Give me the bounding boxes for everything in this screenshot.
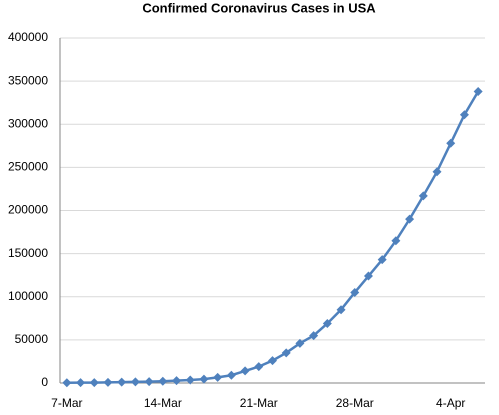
marker <box>432 167 442 177</box>
x-tick-label: 4-Apr <box>436 396 465 410</box>
marker <box>185 375 195 385</box>
marker <box>405 214 415 224</box>
marker <box>144 377 154 387</box>
marker <box>130 377 140 387</box>
chart-title: Confirmed Coronavirus Cases in USA <box>142 0 376 15</box>
y-tick-label: 100000 <box>8 289 48 303</box>
marker <box>89 378 99 388</box>
marker <box>172 376 182 386</box>
marker <box>226 370 236 380</box>
marker <box>199 374 209 384</box>
y-tick-label: 0 <box>41 375 48 389</box>
y-tick-label: 50000 <box>15 332 49 346</box>
marker <box>213 372 223 382</box>
marker <box>391 236 401 246</box>
marker <box>309 331 319 341</box>
marker <box>254 362 264 372</box>
marker <box>350 287 360 297</box>
y-tick-label: 150000 <box>8 246 48 260</box>
marker <box>418 191 428 201</box>
marker <box>377 255 387 265</box>
marker <box>322 318 332 328</box>
marker <box>363 271 373 281</box>
y-tick-label: 300000 <box>8 116 48 130</box>
marker <box>268 356 277 366</box>
marker <box>459 110 469 120</box>
y-tick-label: 400000 <box>8 30 48 44</box>
x-tick-label: 21-Mar <box>240 396 278 410</box>
y-tick-label: 250000 <box>8 160 48 174</box>
marker <box>446 138 456 148</box>
y-tick-label: 200000 <box>8 203 48 217</box>
y-tick-label: 350000 <box>8 73 48 87</box>
marker <box>281 348 291 358</box>
series-line <box>66 90 480 384</box>
marker <box>76 378 86 388</box>
x-tick-label: 7-Mar <box>51 396 82 410</box>
marker <box>336 305 346 315</box>
marker <box>240 366 250 376</box>
marker <box>117 377 127 387</box>
x-tick-label: 28-Mar <box>336 396 374 410</box>
marker <box>103 377 113 387</box>
x-tick-label: 14-Mar <box>144 396 182 410</box>
marker <box>158 376 168 386</box>
marker <box>62 378 72 388</box>
marker <box>295 338 305 348</box>
marker <box>473 86 483 96</box>
